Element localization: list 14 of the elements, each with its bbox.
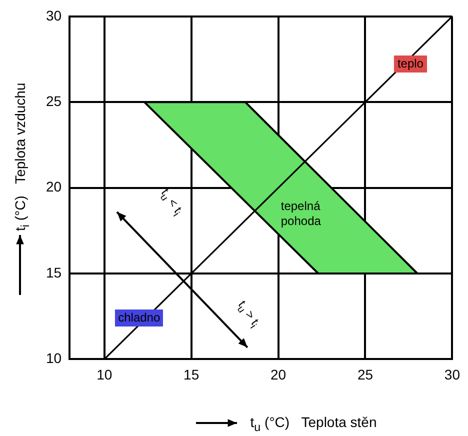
x-tick-label: 25 — [357, 366, 374, 382]
annotation: tepelná pohoda — [280, 198, 321, 228]
x-tick-label: 15 — [184, 366, 200, 382]
x-tick-label: 10 — [96, 366, 112, 382]
annotation: chladno — [115, 310, 164, 327]
y-tick-label: 25 — [46, 92, 62, 109]
annotation: teplo — [394, 56, 426, 73]
y-tick-label: 30 — [46, 7, 62, 24]
x-tick-label: 20 — [270, 366, 286, 382]
y-tick-label: 15 — [46, 264, 62, 280]
y-tick-label: 20 — [46, 178, 62, 195]
x-axis-title: t$_{u}$ (°C) Teplota stěn — [250, 414, 377, 434]
y-tick-label: 10 — [46, 350, 62, 366]
x-tick-label: 30 — [444, 366, 460, 382]
